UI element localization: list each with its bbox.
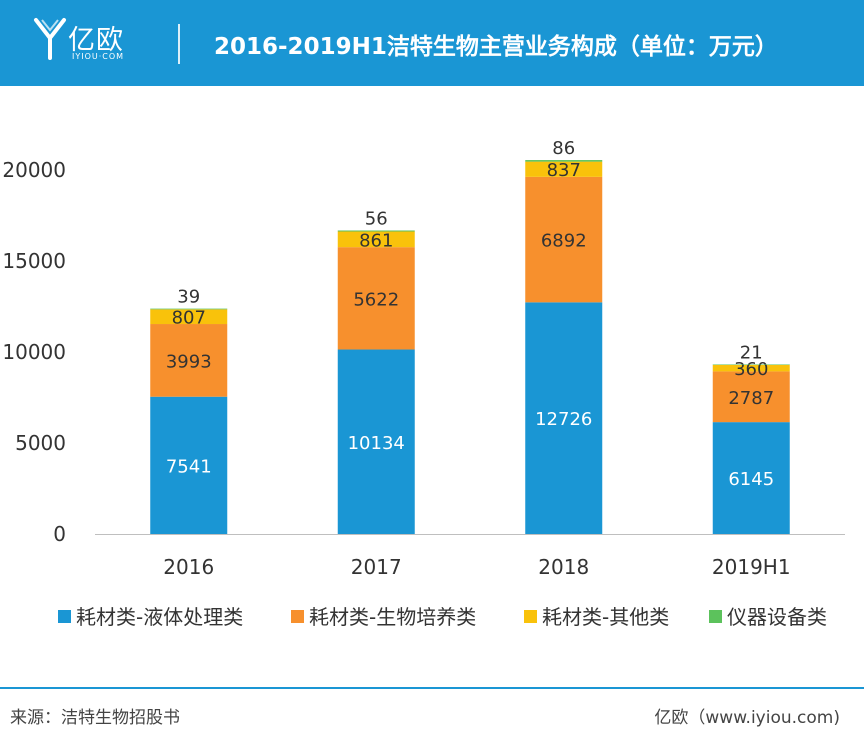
data-label: 7541 [166,456,212,477]
data-label: 861 [359,230,393,251]
y-tick-label: 15000 [2,249,66,273]
data-label: 360 [734,359,768,380]
bar-segment [712,422,790,534]
credit-note: 亿欧（www.iyiou.com) [654,708,840,728]
bar-segment [337,230,415,232]
x-tick-label: 2016 [163,555,214,579]
data-label: 12726 [535,409,592,430]
bar-segment [150,308,228,310]
legend-label: 耗材类-生物培养类 [309,605,476,629]
data-label: 10134 [348,433,405,454]
data-label: 3993 [166,351,212,372]
bar-segment [337,231,415,248]
bar-segment [712,364,790,372]
legend: 耗材类-液体处理类 耗材类-生物培养类 耗材类-其他类 仪器设备类 [58,605,827,629]
legend-label: 仪器设备类 [727,605,827,629]
bar-segment [150,396,228,534]
bar-segment [712,364,790,365]
x-tick-label: 2019H1 [712,555,791,579]
header-divider [178,24,180,64]
legend-swatch [58,610,71,623]
data-label: 56 [365,208,388,229]
bar-segment [525,161,603,177]
yiou-logo-icon [34,18,66,60]
bar-segment [337,247,415,350]
bar-segment [712,371,790,423]
footer-divider [0,687,864,689]
source-note: 来源：洁特生物招股书 [10,708,180,728]
data-label: 5622 [353,289,399,310]
header-banner: 亿欧 IYIOU·COM 2016-2019H1洁特生物主营业务构成（单位：万元… [0,0,864,86]
legend-swatch [291,610,304,623]
legend-swatch [709,610,722,623]
bar-segment [337,349,415,534]
data-label: 21 [740,342,763,363]
y-tick-label: 5000 [15,431,66,455]
x-tick-label: 2017 [351,555,402,579]
y-tick-label: 10000 [2,340,66,364]
data-label: 807 [172,308,206,329]
bar-segment [150,324,228,397]
data-label: 837 [547,160,581,181]
bar-segment [525,176,603,303]
legend-swatch [524,610,537,623]
logo-subtext: IYIOU·COM [72,52,125,61]
data-label: 2787 [728,388,774,409]
chart-title: 2016-2019H1洁特生物主营业务构成（单位：万元） [214,34,778,60]
y-axis: 0 5000 10000 15000 20000 [2,158,66,546]
y-tick-label: 0 [53,522,66,546]
legend-label: 耗材类-其他类 [542,605,669,629]
logo-text: 亿欧 [68,25,124,56]
x-tick-label: 2018 [538,555,589,579]
data-label: 86 [552,138,575,159]
legend-label: 耗材类-液体处理类 [76,605,243,629]
data-label: 6145 [728,469,774,490]
bar-segment [525,160,603,162]
y-tick-label: 20000 [2,158,66,182]
x-axis: 2016 2017 2018 2019H1 [95,534,845,579]
data-label: 6892 [541,231,587,252]
bar-segment [150,309,228,325]
data-label: 39 [177,287,200,308]
bar-segment [525,302,603,534]
